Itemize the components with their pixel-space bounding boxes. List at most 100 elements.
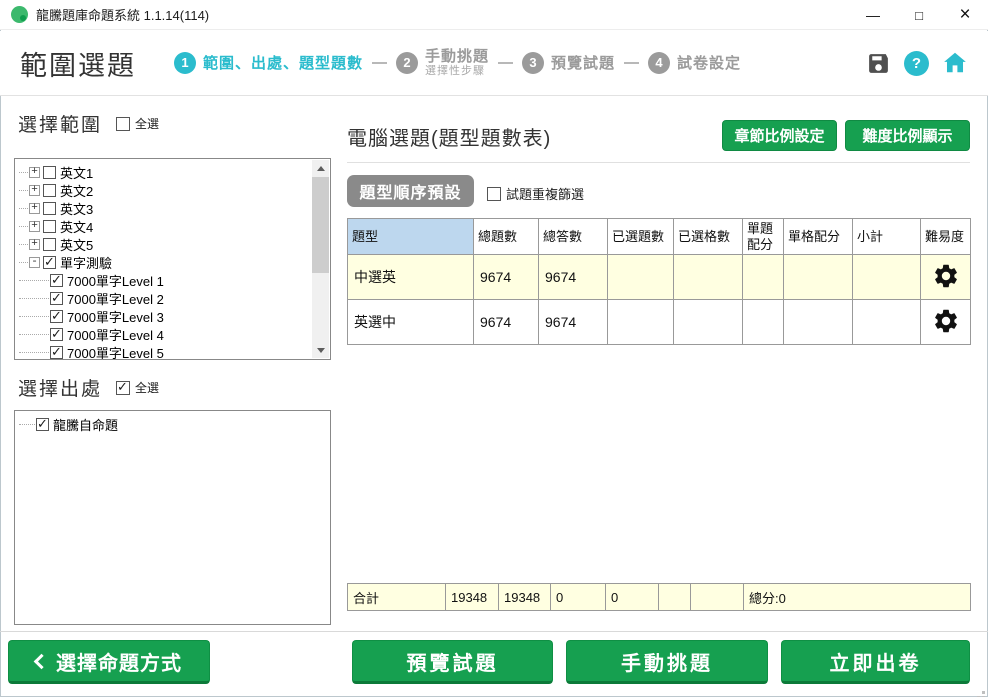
page-title: 範圍選題 — [20, 50, 136, 81]
tree-item[interactable]: + 英文3 — [19, 199, 328, 217]
step-3: 3 預覽試題 — [522, 51, 616, 74]
scrollbar-thumb[interactable] — [312, 177, 329, 273]
tree-checkbox[interactable] — [43, 219, 56, 233]
close-button[interactable]: × — [959, 4, 971, 25]
cell-total-questions: 9674 — [473, 254, 539, 301]
range-select-all-label: 全選 — [135, 117, 160, 131]
tree-guide — [19, 225, 28, 227]
difficulty-ratio-button[interactable]: 難度比例顯示 — [845, 120, 970, 151]
tree-item-label: 龍騰自命題 — [53, 417, 119, 433]
col-header-score-per-cell: 單格配分 — [783, 217, 853, 256]
chapter-ratio-button[interactable]: 章節比例設定 — [722, 120, 837, 151]
expand-icon[interactable]: + — [29, 184, 40, 196]
cell-selected-cells[interactable] — [673, 254, 743, 301]
tree-checkbox[interactable] — [43, 165, 56, 179]
duplicate-filter[interactable]: 試題重複篩選 — [487, 184, 584, 203]
tree-guide — [19, 423, 35, 425]
manual-pick-button[interactable]: 手動挑題 — [566, 640, 768, 684]
source-select-all-checkbox[interactable]: ✓ — [116, 379, 131, 395]
window-title: 龍騰題庫命題系統 1.1.14(114) — [36, 8, 210, 23]
tree-item[interactable]: ✓ 7000單字Level 4 — [19, 325, 328, 343]
col-header-difficulty: 難易度 — [920, 217, 971, 256]
tree-checkbox[interactable]: ✓ — [50, 307, 63, 323]
gear-icon[interactable] — [932, 307, 960, 335]
tree-guide — [19, 171, 28, 173]
tree-item[interactable]: - ✓ 單字測驗 — [19, 253, 328, 271]
tree-checkbox[interactable]: ✓ — [50, 343, 63, 359]
type-order-preset-button[interactable]: 題型順序預設 — [347, 175, 474, 207]
duplicate-filter-checkbox[interactable] — [487, 186, 501, 201]
save-icon[interactable] — [866, 51, 891, 76]
scrollbar[interactable] — [312, 160, 329, 358]
help-icon[interactable]: ? — [904, 50, 929, 76]
scroll-up-icon[interactable] — [312, 160, 329, 176]
minimize-button[interactable]: — — [866, 7, 880, 23]
step-2: 2 手動挑題 選擇性步驟 — [396, 48, 489, 78]
tree-item[interactable]: + 英文2 — [19, 181, 328, 199]
expand-icon[interactable]: + — [29, 238, 40, 250]
range-select-all-checkbox[interactable] — [116, 116, 131, 131]
tree-item-label: 英文5 — [60, 237, 94, 253]
tree-guide — [19, 189, 28, 191]
range-select-all[interactable]: 全選 — [116, 115, 159, 132]
cell-subtotal — [852, 299, 921, 346]
tree-guide — [19, 261, 28, 263]
step-2-number: 2 — [396, 51, 419, 74]
collapse-icon[interactable]: - — [29, 256, 40, 268]
cell-selected-questions[interactable] — [607, 299, 674, 346]
maximize-button[interactable]: □ — [915, 7, 923, 23]
home-icon[interactable] — [942, 50, 968, 76]
source-section-header: 選擇出處 ✓ 全選 — [18, 374, 159, 401]
range-tree: + 英文1 + 英文2 + 英文3 + 英文4 + 英文5 - ✓ 單字測驗 ✓… — [14, 158, 331, 360]
tree-checkbox[interactable]: ✓ — [36, 415, 49, 431]
page-header: 範圍選題 1 範圍、出處、題型題數 2 手動挑題 選擇性步驟 3 預覽試題 4 … — [0, 31, 988, 96]
tree-item[interactable]: ✓ 7000單字Level 5 — [19, 343, 328, 359]
step-4-number: 4 — [648, 51, 671, 74]
tree-checkbox[interactable]: ✓ — [50, 271, 63, 287]
table-header-row: 題型 總題數 總答數 已選題數 已選格數 單題配分 單格配分 小計 難易度 — [347, 217, 971, 256]
cell-score-per-cell[interactable] — [783, 254, 853, 301]
expand-icon[interactable]: + — [29, 220, 40, 232]
source-select-all[interactable]: ✓ 全選 — [116, 379, 159, 396]
tree-checkbox[interactable]: ✓ — [50, 289, 63, 305]
tree-item[interactable]: ✓ 7000單字Level 1 — [19, 271, 328, 289]
tree-item[interactable]: ✓ 7000單字Level 3 — [19, 307, 328, 325]
tree-checkbox[interactable] — [43, 183, 56, 197]
gear-icon[interactable] — [932, 262, 960, 290]
tree-checkbox[interactable]: ✓ — [50, 325, 63, 341]
totals-total-answers: 19348 — [498, 583, 551, 611]
tree-checkbox[interactable] — [43, 201, 56, 215]
tree-item[interactable]: ✓ 龍騰自命題 — [19, 415, 328, 433]
cell-total-answers: 9674 — [538, 299, 608, 346]
step-divider — [498, 61, 514, 64]
cell-selected-questions[interactable] — [607, 254, 674, 301]
expand-icon[interactable]: + — [29, 202, 40, 214]
totals-empty-cell — [690, 583, 744, 611]
scroll-down-icon[interactable] — [312, 342, 329, 358]
tree-item[interactable]: + 英文1 — [19, 163, 328, 181]
col-header-type: 題型 — [347, 217, 474, 256]
tree-item[interactable]: ✓ 7000單字Level 2 — [19, 289, 328, 307]
tree-item[interactable]: + 英文5 — [19, 235, 328, 253]
back-to-method-button[interactable]: 選擇命題方式 — [8, 640, 210, 684]
preview-questions-button[interactable]: 預覽試題 — [352, 640, 553, 684]
tree-checkbox[interactable] — [43, 237, 56, 251]
step-3-label: 預覽試題 — [551, 55, 616, 73]
step-1-number: 1 — [174, 51, 196, 74]
cell-selected-cells[interactable] — [673, 299, 743, 346]
generate-exam-button[interactable]: 立即出卷 — [781, 640, 970, 684]
app-logo-icon — [11, 6, 28, 23]
tree-item[interactable]: + 英文4 — [19, 217, 328, 235]
range-section-title: 選擇範圍 — [18, 115, 103, 136]
tree-guide — [19, 333, 49, 335]
cell-type: 英選中 — [347, 299, 474, 346]
expand-icon[interactable]: + — [29, 166, 40, 178]
cell-score-per-question[interactable] — [742, 254, 784, 301]
resize-grip[interactable] — [982, 691, 985, 694]
col-header-subtotal: 小計 — [852, 217, 921, 256]
cell-score-per-cell[interactable] — [783, 299, 853, 346]
tree-item-label: 英文4 — [60, 219, 94, 235]
tree-checkbox[interactable]: ✓ — [43, 253, 56, 269]
cell-score-per-question[interactable] — [742, 299, 784, 346]
tree-guide — [19, 297, 49, 299]
